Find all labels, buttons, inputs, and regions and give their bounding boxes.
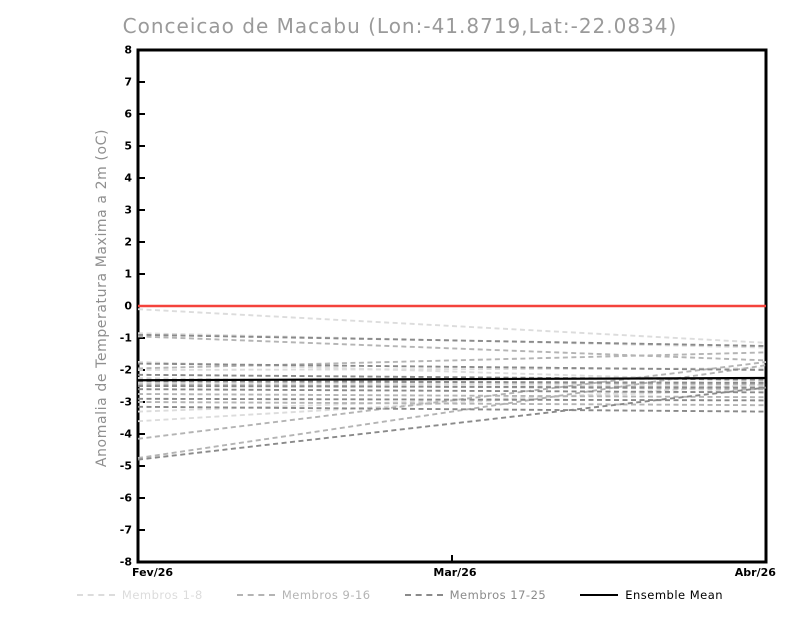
y-axis-tick-label: 3 [124,203,132,217]
legend-swatch-icon [580,594,619,596]
series-line-member [137,364,767,459]
series-line-member [137,405,767,413]
series-line-member [137,367,767,371]
series-line-member [137,381,767,387]
y-axis-tick-label: -7 [119,523,132,537]
legend-swatch-icon [76,594,115,596]
x-axis-tick-label: Mar/26 [433,566,477,579]
legend-label: Membros 17-25 [449,588,547,602]
series-line-member [137,383,767,391]
series-line-member [137,397,767,402]
y-axis-tick-label: 8 [124,43,132,57]
legend-label: Membros 9-16 [281,588,371,602]
series-line-member [137,335,767,362]
series-line-member [137,380,767,384]
series-line-member [137,385,767,389]
x-axis-tick-label: Fev/26 [132,566,174,579]
legend-swatch-icon [404,594,443,596]
y-axis-tick-label: 4 [124,171,132,185]
y-axis-tick-label: 7 [124,75,132,89]
y-axis-tick-label: 5 [124,139,132,153]
y-axis-tick-label: 0 [124,299,132,313]
legend-item[interactable]: Membros 9-16 [236,588,371,602]
legend-swatch-icon [236,594,275,596]
series-line-member [137,351,767,370]
y-axis-tick-label: -1 [119,331,132,345]
series-line-member [137,308,767,344]
y-axis-tick-label: -3 [119,395,132,409]
series-line-member [137,333,767,347]
legend-item[interactable]: Membros 1-8 [76,588,203,602]
y-axis-tick-label: -2 [119,363,132,377]
x-axis-tick-label: Abr/26 [734,566,776,579]
y-axis-tick-label: 6 [124,107,132,121]
series-line-member [137,362,767,371]
legend-label: Ensemble Mean [625,588,724,602]
legend-item[interactable]: Membros 17-25 [404,588,547,602]
series-line-member [137,386,767,461]
series-line-member [137,393,767,399]
series-line-ensemble-mean [137,376,767,382]
y-axis-tick-label: -8 [119,555,132,569]
series-line-member [137,401,767,407]
series-line-member [137,361,767,440]
chart-title: Conceicao de Macabu (Lon:-41.8719,Lat:-2… [122,14,678,38]
y-axis-tick-label: -4 [119,427,132,441]
legend-label: Membros 1-8 [121,588,203,602]
y-axis-tick-label: 2 [124,235,132,249]
chart-legend: Membros 1-8 Membros 9-16 Membros 17-25 Ense… [0,588,800,602]
series-line-member [137,332,767,349]
y-axis-tick-label: -6 [119,491,132,505]
y-axis-tick-label: -5 [119,459,132,473]
y-axis-tick-label: 1 [124,267,132,281]
series-line-member [137,388,767,394]
series-line-member [137,383,767,423]
legend-item[interactable]: Ensemble Mean [580,588,723,602]
